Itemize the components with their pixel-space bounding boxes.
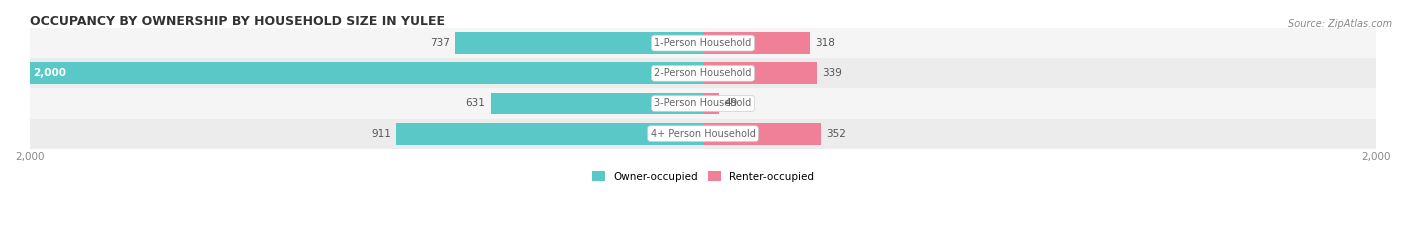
Text: Source: ZipAtlas.com: Source: ZipAtlas.com [1288,19,1392,29]
FancyBboxPatch shape [703,123,821,144]
FancyBboxPatch shape [703,93,720,114]
Text: 3-Person Household: 3-Person Household [654,99,752,109]
FancyBboxPatch shape [491,93,703,114]
FancyBboxPatch shape [396,123,703,144]
Text: 737: 737 [430,38,450,48]
Text: 2,000: 2,000 [34,68,66,78]
Legend: Owner-occupied, Renter-occupied: Owner-occupied, Renter-occupied [588,167,818,186]
Text: 631: 631 [465,99,485,109]
Text: 911: 911 [371,129,391,139]
Text: 49: 49 [724,99,738,109]
FancyBboxPatch shape [30,28,1376,58]
FancyBboxPatch shape [30,88,1376,119]
Text: 2-Person Household: 2-Person Household [654,68,752,78]
Text: 339: 339 [823,68,842,78]
Text: 318: 318 [815,38,835,48]
FancyBboxPatch shape [30,119,1376,149]
FancyBboxPatch shape [30,58,1376,88]
Text: OCCUPANCY BY OWNERSHIP BY HOUSEHOLD SIZE IN YULEE: OCCUPANCY BY OWNERSHIP BY HOUSEHOLD SIZE… [30,15,444,28]
FancyBboxPatch shape [30,62,703,84]
Text: 4+ Person Household: 4+ Person Household [651,129,755,139]
FancyBboxPatch shape [703,32,810,54]
FancyBboxPatch shape [456,32,703,54]
FancyBboxPatch shape [703,62,817,84]
Text: 352: 352 [827,129,846,139]
Text: 1-Person Household: 1-Person Household [654,38,752,48]
